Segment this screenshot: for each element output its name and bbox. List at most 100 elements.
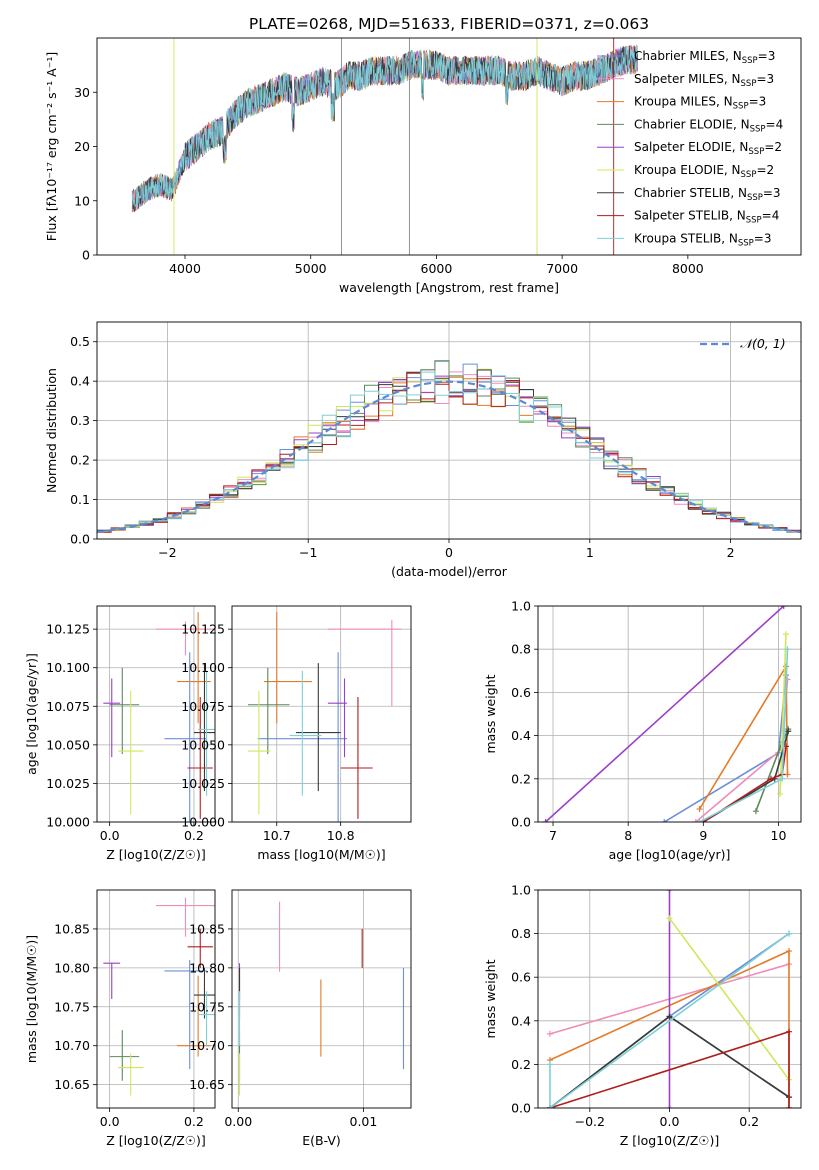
x-axis-label: Z [log10(Z/Z☉)]: [106, 1133, 206, 1148]
x-tick-label: 4000: [169, 261, 201, 276]
x-tick-label: 10: [771, 828, 787, 843]
weight-marker: [776, 790, 783, 797]
weight-line-2: [698, 663, 789, 810]
y-tick-label: 0.0: [70, 532, 90, 547]
y-tick-label: 0: [82, 248, 90, 263]
x-axis-label: wavelength [Angstrom, rest frame]: [339, 280, 559, 295]
y-axis-label: age [log10(age/yr)]: [24, 653, 39, 775]
y-tick-label: 1.0: [511, 883, 531, 898]
y-tick-label: 0.1: [70, 492, 90, 507]
y-tick-label: 10.125: [46, 622, 90, 637]
y-tick-label: 10.125: [181, 622, 225, 637]
legend-label-part: Kroupa ELODIE, N: [634, 163, 741, 177]
weight-line-5: [668, 917, 790, 1081]
weight-marker: [696, 819, 703, 822]
legend-label-part: SSP: [746, 216, 762, 226]
panel-age-vs-mass: 10.7 10.8 10.000 10.025 10.050 10.075 10.100 10…: [181, 605, 412, 862]
legend-label-part: =3: [754, 231, 772, 245]
y-axis-label: mass weight: [483, 959, 498, 1038]
y-tick-label: 10.000: [181, 815, 225, 830]
x-tick-label: 0.0: [100, 1114, 120, 1129]
legend-label: 𝒩(0, 1): [740, 336, 786, 351]
y-tick-label: 10.050: [46, 737, 90, 752]
y-tick-label: 0.4: [511, 1013, 531, 1028]
spectrum-series-8: [131, 45, 638, 211]
y-tick-label: 10.85: [189, 921, 225, 936]
weight-marker: [666, 890, 673, 893]
x-tick-label: 0.01: [350, 1114, 378, 1129]
axes-frame: [231, 605, 412, 823]
x-axis-label: Z [log10(Z/Z☉)]: [106, 847, 206, 862]
legend-label-part: =3: [749, 95, 767, 109]
legend-label: Salpeter MILES, NSSP=3: [634, 72, 774, 89]
x-tick-label: 0.2: [184, 828, 204, 843]
y-tick-label: 20: [74, 139, 90, 154]
panel-weights-vs-age: 7 8 9 10 0.0 0.2 0.4 0.6 0.8 1.0 age [log10(age/yr…: [483, 599, 802, 862]
y-tick-label: 0.5: [70, 334, 90, 349]
y-tick-label: 10.075: [181, 699, 225, 714]
x-tick-label: 0.2: [739, 1114, 759, 1129]
y-axis-label: mass [log10(M/M☉)]: [24, 935, 39, 1063]
legend-label-part: SSP: [741, 170, 757, 180]
y-tick-label: 0.4: [511, 728, 531, 743]
x-tick-label: 7: [549, 828, 557, 843]
weight-marker: [786, 948, 793, 955]
y-tick-label: 0.4: [70, 374, 90, 389]
legend-label-part: Chabrier STELIB, N: [634, 186, 747, 200]
y-tick-label: 0.2: [70, 453, 90, 468]
x-tick-label: 0.0: [660, 1114, 680, 1129]
panel-weights-vs-Z: −0.2 0.0 0.2 0.0 0.2 0.4 0.6 0.8 1.0 Z [log10(Z/Z…: [483, 883, 802, 1148]
y-tick-label: 1.0: [511, 599, 531, 614]
axes-frame: [537, 889, 802, 1109]
axes-frame: [96, 605, 216, 823]
x-tick-label: 1: [586, 545, 594, 560]
weight-marker: [666, 1013, 673, 1020]
x-tick-label: 10.8: [327, 828, 355, 843]
legend-label: Chabrier ELODIE, NSSP=4: [634, 117, 783, 134]
y-tick-label: 0.3: [70, 413, 90, 428]
legend-label-part: =4: [766, 117, 784, 131]
x-tick-label: 6000: [421, 261, 453, 276]
weight-marker: [784, 646, 791, 653]
spectrum-series-6: [131, 45, 638, 212]
y-tick-label: 0.2: [511, 771, 531, 786]
y-tick-label: 0.6: [511, 970, 531, 985]
legend-label-part: Chabrier MILES, N: [634, 49, 742, 63]
legend-label: Kroupa MILES, NSSP=3: [634, 95, 766, 112]
legend-label-part: Kroupa MILES, N: [634, 95, 733, 109]
x-tick-label: 8: [624, 828, 632, 843]
x-tick-label: 8000: [672, 261, 704, 276]
legend-label: Chabrier MILES, NSSP=3: [634, 49, 775, 66]
y-tick-label: 0.2: [511, 1057, 531, 1072]
legend-label-part: Salpeter STELIB, N: [634, 209, 746, 223]
weight-marker: [786, 930, 793, 937]
x-tick-label: 0.2: [184, 1114, 204, 1129]
weight-line-8: [549, 932, 790, 1108]
y-axis-label: Flux [fλ10⁻¹⁷ erg cm⁻² s⁻¹ A⁻¹]: [44, 52, 59, 241]
normal-reference-curve: [96, 380, 802, 534]
y-tick-label: 10.075: [46, 699, 90, 714]
axes-frame: [96, 321, 802, 540]
panel-mass-vs-Z: 0.0 0.2 10.65 10.70 10.75 10.80 10.85 Z [log10(…: [24, 889, 216, 1148]
x-tick-label: 5000: [295, 261, 327, 276]
weight-line-4: [544, 606, 785, 822]
x-tick-label: 2: [727, 545, 735, 560]
legend-label-part: SSP: [747, 193, 763, 203]
x-axis-label: E(B-V): [302, 1133, 341, 1148]
legend-label-part: SSP: [733, 102, 749, 112]
axes-frame: [96, 37, 802, 256]
y-tick-label: 10.65: [54, 1077, 90, 1092]
y-tick-label: 30: [74, 85, 90, 100]
y-tick-label: 0.8: [511, 926, 531, 941]
x-tick-label: 0.0: [100, 828, 120, 843]
legend-label-part: SSP: [742, 56, 758, 66]
y-tick-label: 10.75: [54, 999, 90, 1014]
x-tick-label: −1: [299, 545, 317, 560]
legend-label-part: Salpeter MILES, N: [634, 72, 741, 86]
x-tick-label: 9: [699, 828, 707, 843]
y-tick-label: 10.65: [189, 1077, 225, 1092]
weight-marker: [786, 1105, 793, 1108]
legend-label-part: Chabrier ELODIE, N: [634, 117, 750, 131]
x-axis-label: (data-model)/error: [391, 564, 508, 579]
